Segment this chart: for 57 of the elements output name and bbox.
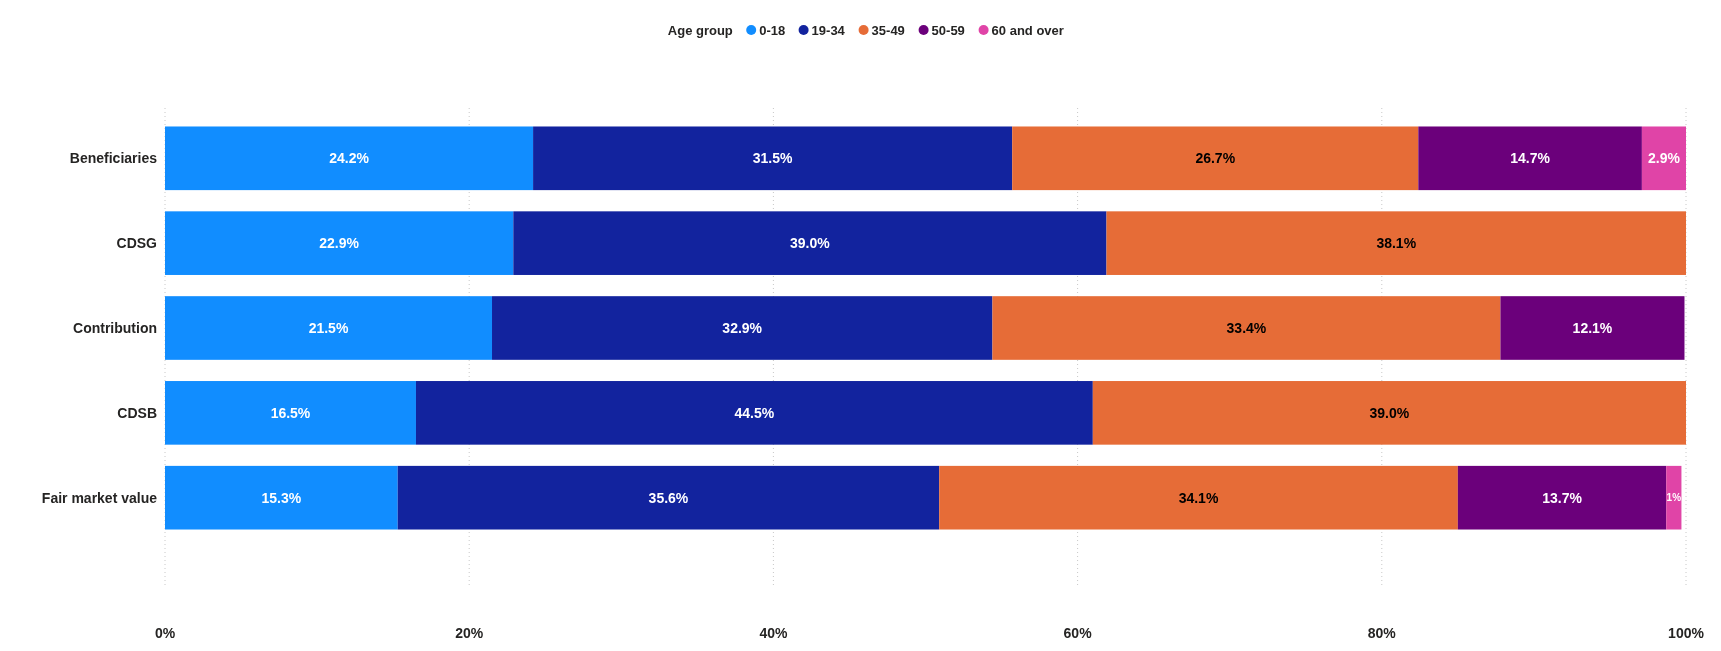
bar xyxy=(165,465,398,530)
data-label: 31.5% xyxy=(752,150,794,167)
x-tick-label: 40% xyxy=(759,625,788,641)
bar xyxy=(165,381,416,445)
data-label: 39.0% xyxy=(790,235,831,252)
x-tick-label: 100% xyxy=(1668,625,1705,641)
legend-title: Age group xyxy=(667,22,733,38)
bar xyxy=(533,126,1013,191)
data-label: 32.9% xyxy=(722,319,763,336)
bar xyxy=(165,126,534,191)
bar xyxy=(1106,211,1686,275)
x-tick-label: 60% xyxy=(1063,625,1093,641)
data-label: 21.5% xyxy=(308,319,349,336)
bar xyxy=(1500,296,1685,360)
legend-label: 50-59 xyxy=(931,22,965,38)
x-tick-label: 0% xyxy=(154,625,176,641)
data-label: 2.9% xyxy=(1647,150,1681,167)
data-label: 38.1% xyxy=(1376,235,1417,252)
data-label: 24.2% xyxy=(329,150,370,167)
data-label: 34.1% xyxy=(1178,489,1219,506)
x-tick-label: 20% xyxy=(455,625,484,641)
y-tick-label: Contribution xyxy=(73,319,157,336)
bar xyxy=(1666,465,1682,530)
data-label: 33.4% xyxy=(1226,319,1267,336)
data-label: 39.0% xyxy=(1369,404,1410,421)
y-tick-label: CDSB xyxy=(117,404,157,421)
bar xyxy=(1641,126,1686,191)
bar xyxy=(397,465,940,530)
bar xyxy=(492,296,993,360)
data-label: 16.5% xyxy=(270,404,311,421)
bar xyxy=(1012,126,1419,191)
bar xyxy=(939,465,1458,530)
y-tick-label: Beneficiaries xyxy=(69,150,158,167)
bar xyxy=(165,296,493,360)
x-tick-label: 80% xyxy=(1367,625,1397,641)
legend-label: 35-49 xyxy=(871,22,905,38)
bar xyxy=(992,296,1501,360)
data-label: 13.7% xyxy=(1542,489,1583,506)
bar xyxy=(415,381,1093,445)
bar xyxy=(165,211,514,275)
data-label: 35.6% xyxy=(648,489,689,506)
data-label: 26.7% xyxy=(1195,150,1236,167)
data-label: 15.3% xyxy=(261,489,302,506)
bar xyxy=(1457,465,1667,530)
y-tick-label: Fair market value xyxy=(41,489,158,506)
legend-label: 60 and over xyxy=(991,22,1064,38)
data-label: 44.5% xyxy=(734,404,775,421)
bar xyxy=(1092,381,1686,445)
legend-label: 0-18 xyxy=(759,22,786,38)
legend-label: 19-34 xyxy=(811,22,846,38)
data-label: 12.1% xyxy=(1572,319,1613,336)
data-label: 22.9% xyxy=(319,235,360,252)
y-tick-label: CDSG xyxy=(116,235,158,252)
data-label: 1% xyxy=(1666,492,1682,504)
bar xyxy=(1418,126,1642,191)
bar xyxy=(513,211,1107,275)
data-label: 14.7% xyxy=(1510,150,1551,167)
